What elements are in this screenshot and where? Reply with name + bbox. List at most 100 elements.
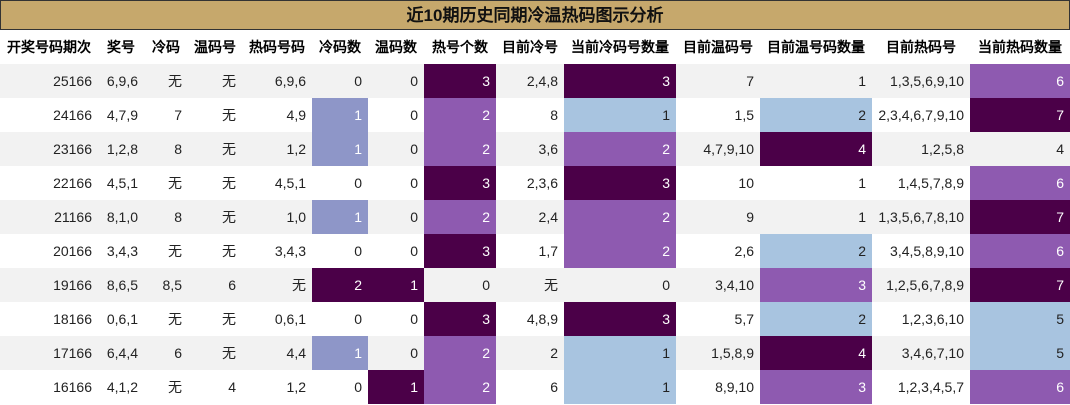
table-cell: 1	[564, 336, 676, 370]
table-cell: 8	[144, 200, 188, 234]
table-cell: 2	[760, 234, 872, 268]
table-cell: 1	[564, 370, 676, 404]
table-cell: 3	[760, 370, 872, 404]
table-cell: 1	[760, 200, 872, 234]
table-cell: 无	[188, 200, 242, 234]
table-cell: 1,2,5,6,7,8,9	[872, 268, 970, 302]
table-cell: 0	[312, 166, 368, 200]
table-row: 25166 6,9,6 无无 6,9,6 0 0 3 2,4,8 3 7 1 1,3,5,6,9,10…	[0, 64, 1070, 98]
table-cell: 6	[970, 64, 1070, 98]
column-header: 冷码数	[312, 30, 368, 64]
table-cell: 1,4,5,7,8,9	[872, 166, 970, 200]
table-cell: 5	[970, 336, 1070, 370]
table-row: 23166 1,2,8 8 无 1,2 1 0 2 3,6 2 4,7,9,10 4 1,2,5,8 4	[0, 132, 1070, 166]
table-cell: 3,4,10	[676, 268, 760, 302]
table-cell: 4,7,9,10	[676, 132, 760, 166]
table-cell: 8	[144, 132, 188, 166]
table-cell: 4,4	[242, 336, 312, 370]
table-cell: 0	[424, 268, 496, 302]
table-cell: 0	[368, 98, 424, 132]
table-cell: 4,7,9	[98, 98, 144, 132]
table-cell: 无	[188, 234, 242, 268]
table-cell: 1,2	[242, 132, 312, 166]
table-cell: 2	[496, 336, 564, 370]
table-cell: 6	[970, 234, 1070, 268]
table-cell: 2	[424, 370, 496, 404]
table-row: 22166 4,5,1 无无 4,5,1 0 0 3 2,3,6 3 10 1 1,4,5,7,8,9…	[0, 166, 1070, 200]
table-row: 21166 8,1,0 8 无 1,0 1 0 2 2,4 2 9 1 1,3,5,6,7,8,10 7	[0, 200, 1070, 234]
table-cell: 1	[368, 370, 424, 404]
table-cell: 3	[424, 166, 496, 200]
table-cell: 1,3,5,6,7,8,10	[872, 200, 970, 234]
table-cell: 无	[144, 64, 188, 98]
column-header: 目前冷号	[496, 30, 564, 64]
table-cell: 2	[564, 200, 676, 234]
table-cell: 1,7	[496, 234, 564, 268]
table-cell: 2,3,6	[496, 166, 564, 200]
table-cell: 6	[144, 336, 188, 370]
table-cell: 17166	[0, 336, 98, 370]
table-cell: 25166	[0, 64, 98, 98]
table-cell: 6,9,6	[242, 64, 312, 98]
table-cell: 2	[424, 200, 496, 234]
table-cell: 4,8,9	[496, 302, 564, 336]
table-cell: 1	[760, 166, 872, 200]
table-cell: 无	[188, 302, 242, 336]
table-cell: 2,4	[496, 200, 564, 234]
table-cell: 1,2,3,4,5,7	[872, 370, 970, 404]
table-cell: 无	[188, 98, 242, 132]
table-cell: 3,4,6,7,10	[872, 336, 970, 370]
table-row: 24166 4,7,9 7 无 4,9 1 0 2 8 1 1,5 2 2,3,4,6,7,9,10 7	[0, 98, 1070, 132]
table-cell: 0	[312, 302, 368, 336]
column-header: 目前温码号	[676, 30, 760, 64]
table-cell: 0	[368, 336, 424, 370]
table-cell: 2	[564, 132, 676, 166]
table-cell: 无	[144, 370, 188, 404]
table-cell: 1	[564, 98, 676, 132]
table-cell: 无	[188, 336, 242, 370]
table-cell: 2	[760, 98, 872, 132]
table-cell: 2,4,8	[496, 64, 564, 98]
table-cell: 7	[970, 98, 1070, 132]
table-cell: 6	[496, 370, 564, 404]
column-header: 冷码	[144, 30, 188, 64]
table-cell: 2	[760, 302, 872, 336]
table-cell: 1,3,5,6,9,10	[872, 64, 970, 98]
table-cell: 0	[368, 64, 424, 98]
table-cell: 3	[424, 64, 496, 98]
chart-title: 近10期历史同期冷温热码图示分析	[0, 0, 1070, 30]
table-row: 16166 4,1,2 无 4 1,2 0 1 2 6 1 8,9,10 3 1,2,3,4,5,7 6	[0, 370, 1070, 404]
table-cell: 1,2,3,6,10	[872, 302, 970, 336]
table-cell: 无	[144, 166, 188, 200]
table-cell: 无	[144, 302, 188, 336]
table-cell: 23166	[0, 132, 98, 166]
table-cell: 20166	[0, 234, 98, 268]
table-cell: 无	[496, 268, 564, 302]
table-cell: 1,5	[676, 98, 760, 132]
table-cell: 4	[760, 336, 872, 370]
table-cell: 4	[188, 370, 242, 404]
table-cell: 0,6,1	[98, 302, 144, 336]
table-row: 19166 8,6,5 8,5 6 无 2 1 0 无 0 3,4,10 3 1,2,5,6,7,8,9…	[0, 268, 1070, 302]
table-cell: 3,4,3	[242, 234, 312, 268]
table-cell: 1	[312, 200, 368, 234]
table-cell: 8,6,5	[98, 268, 144, 302]
table-cell: 3	[564, 302, 676, 336]
table-cell: 1	[312, 336, 368, 370]
table-cell: 2	[312, 268, 368, 302]
table-cell: 无	[188, 166, 242, 200]
table-cell: 6,9,6	[98, 64, 144, 98]
table-cell: 0	[564, 268, 676, 302]
table-row: 17166 6,4,4 6 无 4,4 1 0 2 2 1 1,5,8,9 4 3,4,6,7,10 5	[0, 336, 1070, 370]
table-cell: 3,4,3	[98, 234, 144, 268]
table-cell: 10	[676, 166, 760, 200]
table-cell: 4,9	[242, 98, 312, 132]
table-cell: 8,5	[144, 268, 188, 302]
table-cell: 2	[424, 336, 496, 370]
table-cell: 4,1,2	[98, 370, 144, 404]
table-cell: 1	[760, 64, 872, 98]
table-body: 25166 6,9,6 无无 6,9,6 0 0 3 2,4,8 3 7 1 1,3,5,6,9,10…	[0, 64, 1070, 404]
table-cell: 无	[144, 234, 188, 268]
column-header: 当前热码数量	[970, 30, 1070, 64]
